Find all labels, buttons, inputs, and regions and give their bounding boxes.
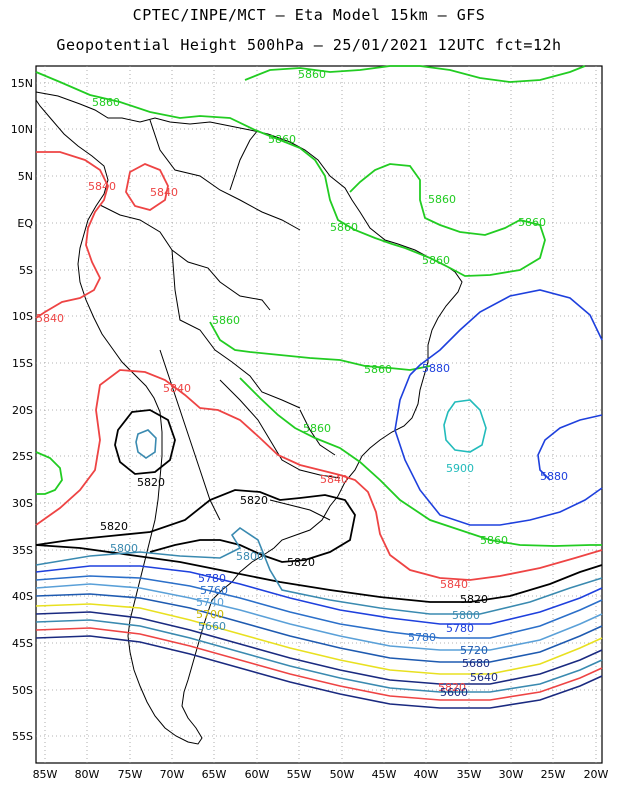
lon-label: 30W bbox=[499, 768, 524, 781]
label-5820-c: 5820 bbox=[100, 520, 128, 533]
label-5860-d: 5860 bbox=[428, 193, 456, 206]
label-5840-f: 5840 bbox=[440, 578, 468, 591]
coastline bbox=[35, 91, 463, 745]
label-5860-i: 5860 bbox=[364, 363, 392, 376]
label-5800-c: 5800 bbox=[452, 609, 480, 622]
label-5780-a: 5780 bbox=[198, 572, 226, 585]
lat-label: 5N bbox=[18, 170, 33, 183]
map-frame bbox=[35, 65, 603, 764]
contour-5800-closed bbox=[135, 429, 157, 459]
label-5720: 5720 bbox=[460, 644, 488, 657]
gradient-contours bbox=[35, 526, 603, 709]
lat-label: 40S bbox=[12, 590, 33, 603]
lat-label: 25S bbox=[12, 450, 33, 463]
label-5820-a: 5820 bbox=[137, 476, 165, 489]
lat-labels: 15N 10N 5N EQ 5S 10S 15S 20S 25S 30S 35S… bbox=[11, 77, 34, 743]
label-5860-f: 5860 bbox=[518, 216, 546, 229]
lat-label: 35S bbox=[12, 544, 33, 557]
lat-label: 15S bbox=[12, 357, 33, 370]
lat-label: 50S bbox=[12, 684, 33, 697]
label-5860-e: 5860 bbox=[330, 221, 358, 234]
lat-lon-grid bbox=[36, 66, 602, 763]
lon-label: 25W bbox=[541, 768, 566, 781]
contour-5880 bbox=[394, 289, 603, 526]
label-5700: 5700 bbox=[196, 608, 224, 621]
label-5840-b: 5840 bbox=[150, 186, 178, 199]
lon-label: 80W bbox=[75, 768, 100, 781]
label-5800-b: 5800 bbox=[236, 550, 264, 563]
lon-label: 75W bbox=[118, 768, 143, 781]
label-5860-j: 5860 bbox=[303, 422, 331, 435]
label-5820-d: 5820 bbox=[287, 556, 315, 569]
label-5680: 5680 bbox=[462, 657, 490, 670]
label-5880-b: 5880 bbox=[540, 470, 568, 483]
lon-label: 50W bbox=[330, 768, 355, 781]
map-title-line2: Geopotential Height 500hPa – 25/01/2021 … bbox=[56, 36, 562, 54]
label-5820-red: 5820 bbox=[438, 681, 466, 694]
contour-5840 bbox=[35, 151, 603, 581]
label-5600: 5600 bbox=[440, 686, 468, 699]
label-5640: 5640 bbox=[470, 671, 498, 684]
lon-label: 60W bbox=[245, 768, 270, 781]
label-5840-e: 5840 bbox=[320, 473, 348, 486]
lat-label: 15N bbox=[11, 77, 33, 90]
label-5860-a: 5860 bbox=[92, 96, 120, 109]
label-5860-c: 5860 bbox=[268, 133, 296, 146]
lon-label: 65W bbox=[202, 768, 227, 781]
label-5860-g: 5860 bbox=[422, 254, 450, 267]
lat-label: 10S bbox=[12, 310, 33, 323]
label-5900: 5900 bbox=[446, 462, 474, 475]
lon-label: 70W bbox=[160, 768, 185, 781]
lat-label: 5S bbox=[19, 264, 33, 277]
contour-labels: 5860 5860 5860 5860 5860 5860 5860 5860 … bbox=[36, 68, 568, 699]
lon-label: 85W bbox=[33, 768, 58, 781]
map-title-line1: CPTEC/INPE/MCT – Eta Model 15km – GFS bbox=[132, 6, 486, 24]
lon-label: 35W bbox=[457, 768, 482, 781]
lat-label: EQ bbox=[17, 217, 33, 230]
lon-labels: 85W 80W 75W 70W 65W 60W 55W 50W 45W 40W … bbox=[33, 768, 609, 781]
label-5820-b: 5820 bbox=[240, 494, 268, 507]
contour-5900 bbox=[443, 399, 487, 453]
contour-5820 bbox=[35, 409, 603, 603]
lat-label: 55S bbox=[12, 730, 33, 743]
label-5860-k: 5860 bbox=[480, 534, 508, 547]
label-5780-b: 5780 bbox=[446, 622, 474, 635]
label-5820-e: 5820 bbox=[460, 593, 488, 606]
label-5840-d: 5840 bbox=[163, 382, 191, 395]
label-5760: 5760 bbox=[200, 584, 228, 597]
label-5860-b: 5860 bbox=[298, 68, 326, 81]
label-5780-c: 5780 bbox=[408, 631, 436, 644]
label-5840-c: 5840 bbox=[36, 312, 64, 325]
lon-label: 45W bbox=[372, 768, 397, 781]
lon-label: 55W bbox=[287, 768, 312, 781]
label-5860-h: 5860 bbox=[212, 314, 240, 327]
lat-label: 10N bbox=[11, 123, 33, 136]
label-5840-a: 5840 bbox=[88, 180, 116, 193]
label-5740: 5740 bbox=[196, 596, 224, 609]
lat-label: 45S bbox=[12, 637, 33, 650]
label-5800-a: 5800 bbox=[110, 542, 138, 555]
label-5660: 5660 bbox=[198, 620, 226, 633]
label-5880-a: 5880 bbox=[422, 362, 450, 375]
lon-label: 40W bbox=[414, 768, 439, 781]
lon-label: 20W bbox=[584, 768, 609, 781]
lat-label: 30S bbox=[12, 497, 33, 510]
contour-5860 bbox=[35, 65, 602, 547]
lat-label: 20S bbox=[12, 404, 33, 417]
